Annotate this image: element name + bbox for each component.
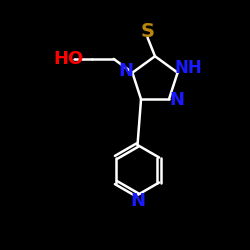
Text: NH: NH	[174, 59, 202, 77]
Text: S: S	[140, 22, 154, 42]
Text: N: N	[169, 92, 184, 110]
Text: N: N	[130, 192, 145, 210]
Text: N: N	[118, 62, 133, 80]
Text: HO: HO	[53, 50, 83, 68]
